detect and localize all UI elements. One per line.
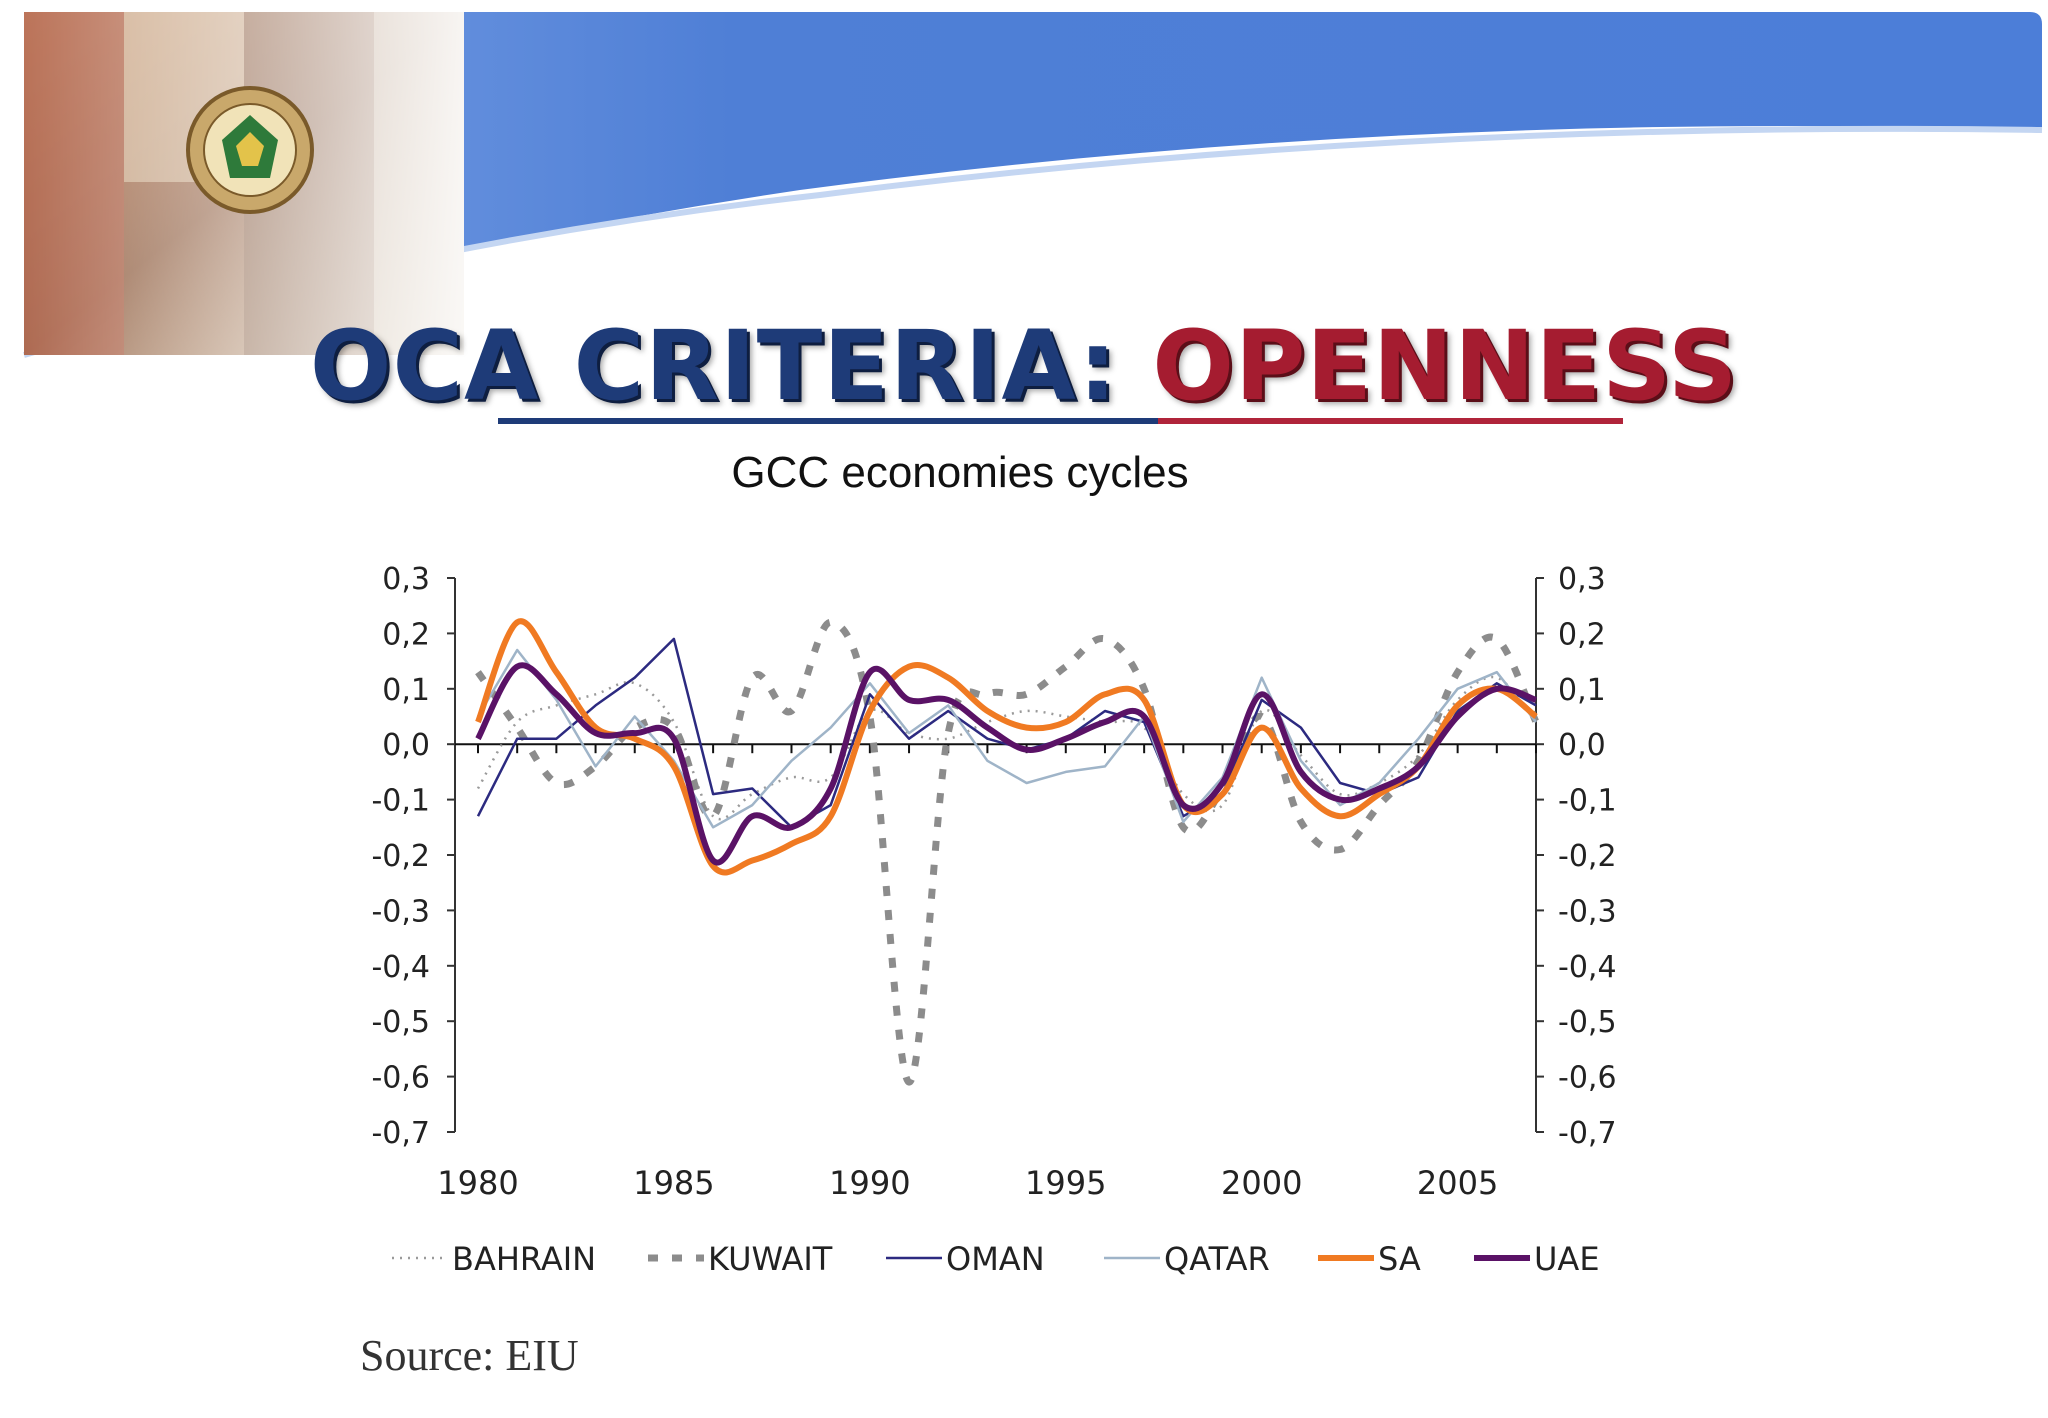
- banner-band: [24, 12, 2042, 355]
- y-tick-label-right: 0,0: [1558, 728, 1606, 763]
- y-tick-label-left: -0,4: [371, 950, 430, 985]
- source-note: Source: EIU: [360, 1331, 579, 1380]
- x-tick-label: 1995: [1025, 1164, 1106, 1202]
- x-tick-label: 2000: [1221, 1164, 1302, 1202]
- chart-subtitle: GCC economies cycles: [731, 448, 1189, 497]
- x-tick-label: 1985: [633, 1164, 714, 1202]
- legend-label-qatar: QATAR: [1164, 1240, 1270, 1278]
- y-tick-label-left: -0,5: [371, 1005, 430, 1040]
- y-tick-label-left: 0,0: [382, 728, 430, 763]
- header-banner: [23, 12, 2043, 358]
- y-tick-label-left: 0,3: [382, 562, 430, 597]
- y-tick-label-left: 0,2: [382, 617, 430, 652]
- legend-label-bahrain: BAHRAIN: [452, 1240, 596, 1278]
- legend-label-uae: UAE: [1534, 1240, 1600, 1278]
- x-tick-label: 2005: [1417, 1164, 1498, 1202]
- chart-axes: 0,3 0,3 0,2 0,2 0,1 0,1 0,0 0,0 -0,1 -0,1 -0,2 -0,2…: [371, 562, 1616, 1202]
- series-line-uae: [475, 662, 1538, 866]
- y-tick-label-left: -0,7: [371, 1116, 430, 1151]
- y-tick-label-right: -0,4: [1558, 950, 1617, 985]
- title-underline-red: [1158, 418, 1623, 424]
- y-tick-label-left: 0,1: [382, 673, 430, 708]
- series-line-kuwait: [475, 618, 1540, 1086]
- title-part-openness: OPENNESS: [1152, 310, 1739, 422]
- legend-label-kuwait: KUWAIT: [708, 1240, 833, 1278]
- title-underline: [498, 418, 1623, 426]
- slide-title: OCA CRITERIA: OPENNESS: [0, 318, 2048, 414]
- legend-label-sa: SA: [1378, 1240, 1421, 1278]
- gcc-emblem-icon: [186, 86, 314, 214]
- chart-series: [475, 618, 1540, 1086]
- chart-legend: BAHRAIN KUWAIT OMAN QATAR SA UAE: [392, 1240, 1600, 1278]
- y-tick-label-right: -0,6: [1558, 1061, 1617, 1096]
- y-tick-label-left: -0,6: [371, 1061, 430, 1096]
- title-underline-blue: [498, 418, 1158, 424]
- y-tick-label-right: -0,2: [1558, 839, 1617, 874]
- series-line-bahrain: [476, 675, 1537, 821]
- y-tick-label-right: 0,2: [1558, 617, 1606, 652]
- y-tick-label-right: 0,1: [1558, 673, 1606, 708]
- y-tick-label-right: 0,3: [1558, 562, 1606, 597]
- y-tick-label-left: -0,2: [371, 839, 430, 874]
- y-tick-label-left: -0,1: [371, 784, 430, 819]
- y-tick-label-left: -0,3: [371, 894, 430, 929]
- series-line-sa: [475, 618, 1538, 876]
- x-tick-label: 1990: [829, 1164, 910, 1202]
- y-tick-label-right: -0,7: [1558, 1116, 1617, 1151]
- legend-label-oman: OMAN: [946, 1240, 1045, 1278]
- x-tick-label: 1980: [437, 1164, 518, 1202]
- y-tick-label-right: -0,5: [1558, 1005, 1617, 1040]
- y-tick-label-right: -0,1: [1558, 784, 1617, 819]
- title-part-oca-criteria: OCA CRITERIA:: [309, 310, 1153, 422]
- y-tick-label-right: -0,3: [1558, 894, 1617, 929]
